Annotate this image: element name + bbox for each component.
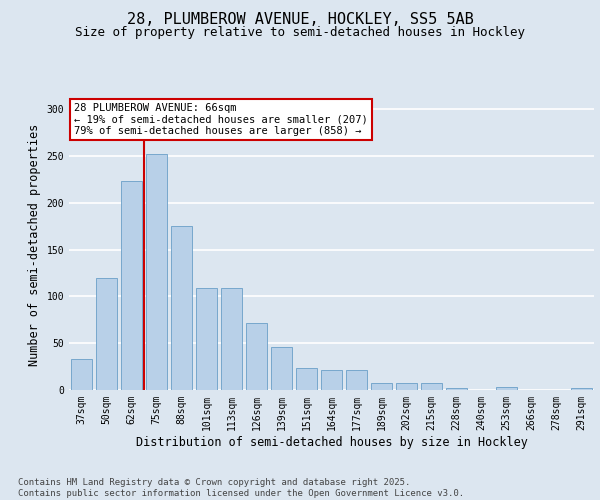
Bar: [496, 387, 517, 390]
Y-axis label: Number of semi-detached properties: Number of semi-detached properties: [28, 124, 41, 366]
Text: Size of property relative to semi-detached houses in Hockley: Size of property relative to semi-detach…: [75, 26, 525, 39]
Bar: [371, 384, 392, 390]
Bar: [71, 359, 92, 390]
X-axis label: Distribution of semi-detached houses by size in Hockley: Distribution of semi-detached houses by …: [136, 436, 527, 448]
Bar: [296, 368, 317, 390]
Bar: [396, 384, 417, 390]
Bar: [221, 288, 242, 390]
Text: Contains HM Land Registry data © Crown copyright and database right 2025.
Contai: Contains HM Land Registry data © Crown c…: [18, 478, 464, 498]
Text: 28, PLUMBEROW AVENUE, HOCKLEY, SS5 5AB: 28, PLUMBEROW AVENUE, HOCKLEY, SS5 5AB: [127, 12, 473, 28]
Bar: [346, 370, 367, 390]
Bar: [446, 388, 467, 390]
Bar: [421, 384, 442, 390]
Bar: [571, 388, 592, 390]
Bar: [121, 182, 142, 390]
Text: 28 PLUMBEROW AVENUE: 66sqm
← 19% of semi-detached houses are smaller (207)
79% o: 28 PLUMBEROW AVENUE: 66sqm ← 19% of semi…: [74, 103, 368, 136]
Bar: [271, 347, 292, 390]
Bar: [246, 322, 267, 390]
Bar: [96, 278, 117, 390]
Bar: [146, 154, 167, 390]
Bar: [196, 288, 217, 390]
Bar: [321, 370, 342, 390]
Bar: [171, 226, 192, 390]
